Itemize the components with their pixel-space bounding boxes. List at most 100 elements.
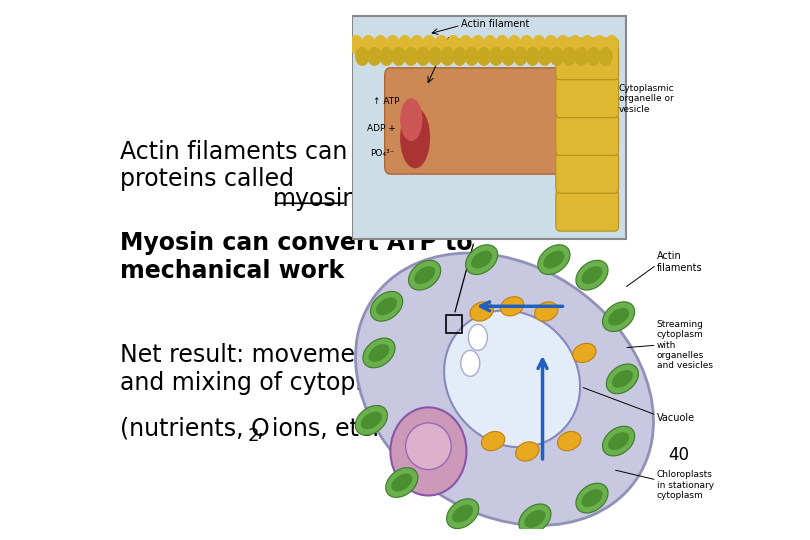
Circle shape	[581, 36, 594, 53]
Circle shape	[362, 36, 375, 53]
Circle shape	[374, 36, 387, 53]
Ellipse shape	[603, 426, 635, 456]
Ellipse shape	[608, 432, 629, 450]
Text: Myosin can convert ATP to
mechanical work: Myosin can convert ATP to mechanical wor…	[120, 231, 473, 283]
Ellipse shape	[414, 266, 435, 284]
Ellipse shape	[582, 266, 603, 284]
Text: myosin: myosin	[273, 187, 358, 212]
Ellipse shape	[401, 108, 429, 167]
Ellipse shape	[576, 260, 608, 290]
Ellipse shape	[360, 411, 382, 429]
Ellipse shape	[481, 431, 505, 451]
Circle shape	[380, 48, 393, 65]
Ellipse shape	[576, 483, 608, 513]
Ellipse shape	[363, 338, 395, 368]
Ellipse shape	[406, 423, 451, 470]
Circle shape	[593, 36, 606, 53]
FancyBboxPatch shape	[556, 114, 619, 156]
Ellipse shape	[401, 99, 422, 140]
Circle shape	[447, 36, 460, 53]
Ellipse shape	[452, 505, 473, 523]
Circle shape	[399, 36, 411, 53]
Circle shape	[477, 48, 490, 65]
Circle shape	[526, 48, 539, 65]
Ellipse shape	[470, 302, 493, 321]
Circle shape	[563, 48, 576, 65]
Circle shape	[386, 36, 399, 53]
Ellipse shape	[582, 489, 603, 507]
Bar	[446, 315, 462, 333]
Text: Vacuole: Vacuole	[657, 413, 695, 423]
Text: Chloroplasts
in stationary
cytoplasm: Chloroplasts in stationary cytoplasm	[657, 470, 714, 500]
Ellipse shape	[612, 370, 633, 388]
FancyBboxPatch shape	[556, 152, 619, 193]
Ellipse shape	[603, 302, 635, 332]
Circle shape	[416, 48, 429, 65]
FancyArrowPatch shape	[538, 360, 547, 459]
FancyBboxPatch shape	[556, 190, 619, 231]
Circle shape	[404, 48, 417, 65]
Text: (nutrients, O: (nutrients, O	[120, 416, 270, 440]
Circle shape	[350, 36, 363, 53]
Ellipse shape	[466, 245, 498, 274]
FancyBboxPatch shape	[556, 38, 619, 80]
Ellipse shape	[516, 442, 539, 461]
Text: PO₄³⁻: PO₄³⁻	[371, 149, 395, 158]
Circle shape	[569, 36, 582, 53]
Text: Streaming
cytoplasm
with
organelles
and vesicles: Streaming cytoplasm with organelles and …	[657, 320, 713, 370]
Ellipse shape	[573, 343, 596, 362]
Circle shape	[587, 48, 600, 65]
Text: 40: 40	[668, 446, 689, 464]
Ellipse shape	[376, 298, 397, 315]
Ellipse shape	[535, 302, 558, 321]
Ellipse shape	[446, 499, 479, 529]
Circle shape	[435, 36, 448, 53]
Circle shape	[461, 350, 480, 376]
Text: Actin
filaments: Actin filaments	[657, 252, 702, 273]
Circle shape	[508, 36, 521, 53]
Ellipse shape	[390, 407, 467, 496]
Ellipse shape	[607, 364, 638, 394]
Ellipse shape	[369, 344, 390, 362]
Circle shape	[605, 36, 618, 53]
Circle shape	[575, 48, 588, 65]
Text: ↑ ATP: ↑ ATP	[373, 97, 400, 106]
Text: Actin filament: Actin filament	[461, 19, 529, 29]
Circle shape	[411, 36, 424, 53]
Text: Cytoplasmic
organelle or
vesicle: Cytoplasmic organelle or vesicle	[619, 84, 674, 114]
Circle shape	[441, 48, 454, 65]
Ellipse shape	[524, 510, 545, 528]
Text: 2: 2	[248, 427, 259, 444]
Text: Actin filaments can bind to
proteins called: Actin filaments can bind to proteins cal…	[120, 140, 437, 192]
Ellipse shape	[544, 251, 565, 268]
Ellipse shape	[501, 296, 524, 316]
Text: Net result: movement of organelles
and mixing of cytoplasm (carrier): Net result: movement of organelles and m…	[120, 343, 539, 395]
Ellipse shape	[519, 504, 551, 534]
Ellipse shape	[356, 253, 654, 525]
Circle shape	[368, 48, 381, 65]
Circle shape	[453, 48, 466, 65]
Circle shape	[392, 48, 405, 65]
Circle shape	[502, 48, 515, 65]
Circle shape	[468, 325, 488, 350]
Ellipse shape	[370, 292, 403, 321]
Ellipse shape	[408, 260, 441, 290]
Circle shape	[490, 48, 502, 65]
Circle shape	[423, 36, 436, 53]
FancyBboxPatch shape	[352, 16, 626, 239]
Ellipse shape	[538, 245, 570, 274]
Circle shape	[428, 48, 441, 65]
Circle shape	[465, 48, 478, 65]
Ellipse shape	[608, 308, 629, 326]
Ellipse shape	[557, 431, 581, 451]
Circle shape	[514, 48, 527, 65]
Circle shape	[551, 48, 564, 65]
Text: Myosin: Myosin	[441, 37, 476, 47]
Circle shape	[484, 36, 497, 53]
Ellipse shape	[391, 474, 412, 491]
Circle shape	[556, 36, 569, 53]
Circle shape	[599, 48, 612, 65]
Ellipse shape	[356, 406, 387, 435]
Circle shape	[539, 48, 552, 65]
FancyArrowPatch shape	[480, 302, 563, 310]
